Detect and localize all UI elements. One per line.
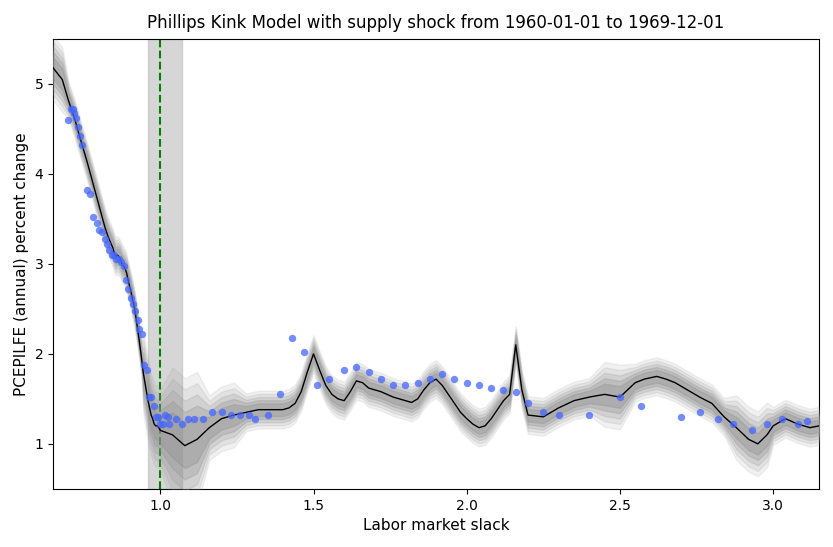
Point — [693, 408, 706, 417]
Point — [62, 115, 75, 124]
Point — [613, 393, 626, 401]
Point — [107, 251, 121, 259]
Point — [273, 390, 287, 399]
Point — [169, 414, 182, 423]
Point — [362, 368, 376, 376]
Point — [105, 251, 118, 259]
Point — [124, 294, 137, 302]
Point — [248, 414, 262, 423]
Point — [158, 411, 172, 420]
Y-axis label: PCEPILFE (annual) percent change: PCEPILFE (annual) percent change — [14, 132, 29, 395]
Point — [131, 315, 144, 324]
Point — [521, 399, 535, 408]
Point — [128, 306, 142, 315]
Point — [197, 414, 210, 423]
Point — [76, 141, 89, 149]
Point — [161, 412, 174, 421]
Point — [485, 383, 498, 392]
Point — [140, 366, 153, 375]
Point — [337, 366, 351, 375]
Point — [233, 411, 247, 420]
Point — [423, 375, 436, 383]
Point — [509, 387, 522, 396]
Point — [675, 412, 688, 421]
Point — [110, 255, 123, 264]
Point — [582, 411, 596, 420]
Point — [71, 123, 84, 131]
Title: Phillips Kink Model with supply shock from 1960-01-01 to 1969-12-01: Phillips Kink Model with supply shock fr… — [147, 14, 725, 32]
Point — [137, 360, 151, 369]
Point — [552, 411, 566, 420]
Point — [175, 420, 188, 428]
Point — [122, 285, 135, 294]
Point — [102, 246, 116, 255]
Point — [153, 420, 167, 428]
Point — [162, 420, 176, 428]
Point — [149, 412, 162, 421]
Point — [147, 401, 160, 410]
Point — [117, 261, 130, 270]
Point — [224, 411, 237, 420]
Point — [286, 333, 299, 342]
Point — [142, 393, 155, 401]
Point — [436, 369, 449, 378]
Point — [73, 132, 87, 141]
Point — [472, 381, 486, 390]
Point — [350, 363, 363, 372]
Point — [132, 324, 146, 333]
Point — [711, 414, 725, 423]
X-axis label: Labor market slack: Labor market slack — [362, 518, 510, 533]
Point — [80, 186, 93, 195]
Point — [726, 420, 740, 428]
Point — [399, 381, 412, 390]
Point — [83, 189, 97, 198]
Point — [90, 219, 103, 228]
Point — [87, 213, 100, 222]
Point — [65, 105, 78, 114]
Point — [92, 225, 106, 234]
Point — [206, 408, 219, 417]
Point — [151, 412, 164, 421]
Point — [96, 228, 109, 237]
Point — [776, 414, 789, 423]
Point — [97, 234, 111, 243]
Point — [791, 420, 805, 428]
Point — [67, 105, 80, 114]
Point — [114, 258, 127, 266]
Point — [135, 330, 148, 339]
Point — [297, 348, 311, 357]
Point — [801, 417, 814, 426]
Point — [182, 414, 195, 423]
Point — [635, 401, 648, 410]
Point — [112, 255, 126, 264]
Point — [126, 300, 139, 309]
Point — [100, 240, 113, 248]
Point — [411, 379, 424, 387]
Point — [144, 393, 157, 401]
Point — [761, 420, 774, 428]
Point — [242, 411, 256, 420]
Point — [387, 381, 400, 390]
Point — [460, 379, 473, 387]
Point — [448, 375, 461, 383]
Point — [374, 375, 387, 383]
Point — [261, 411, 274, 420]
Point — [322, 375, 336, 383]
Point — [69, 114, 82, 123]
Point — [496, 386, 510, 394]
Point — [310, 381, 323, 390]
Point — [215, 408, 228, 417]
Bar — [148, 39, 182, 489]
Point — [187, 414, 201, 423]
Point — [119, 276, 132, 284]
Point — [156, 420, 169, 428]
Point — [67, 108, 81, 117]
Point — [745, 426, 758, 435]
Point — [536, 408, 550, 417]
